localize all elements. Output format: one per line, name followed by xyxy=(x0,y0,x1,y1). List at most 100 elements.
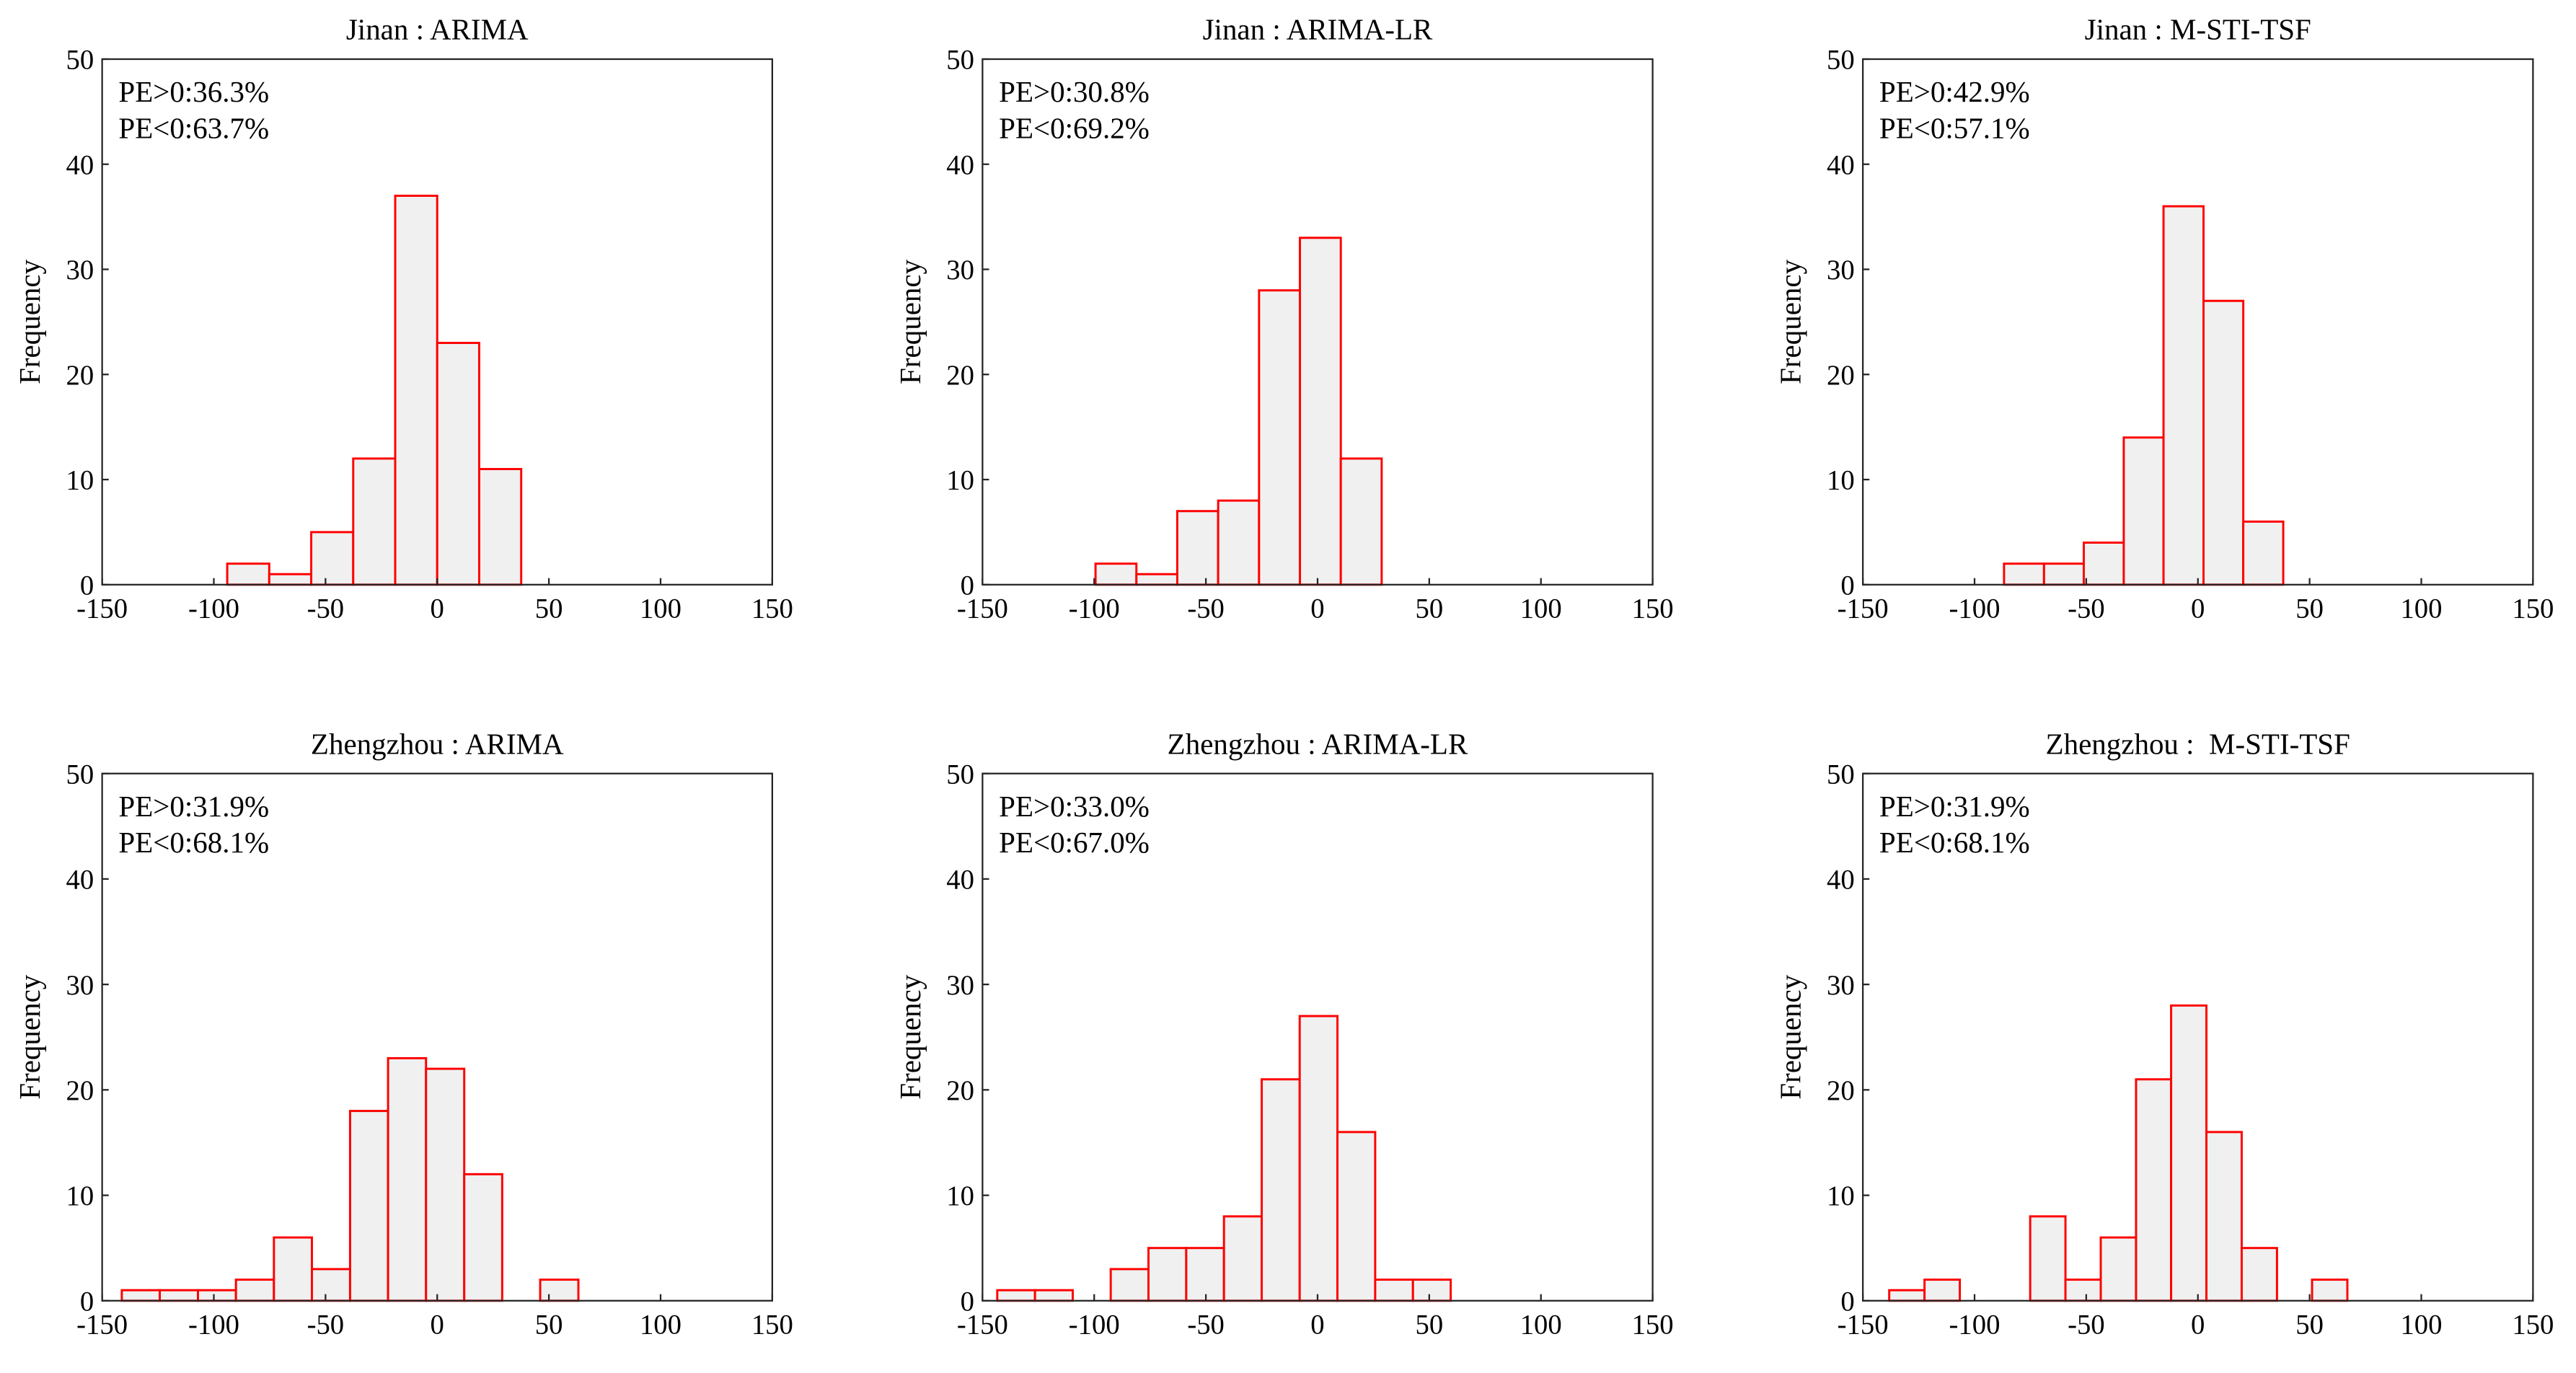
histogram-bar xyxy=(2202,299,2245,586)
histogram-bar xyxy=(1339,457,1383,586)
subplot-title: Zhengzhou : ARIMA xyxy=(311,727,564,760)
x-tick-label: 0 xyxy=(1310,593,1324,624)
y-tick-label: 40 xyxy=(1827,150,1855,180)
histogram-bar xyxy=(463,1173,503,1302)
subplot-title: Jinan : ARIMA xyxy=(346,13,529,46)
x-tick-label: 0 xyxy=(2191,1310,2205,1340)
x-tick-label: 100 xyxy=(640,593,682,624)
annotation: PE<0:68.1% xyxy=(118,826,269,859)
x-tick-label: 0 xyxy=(431,1310,444,1340)
y-tick-label: 10 xyxy=(946,466,974,496)
x-tick-label: -150 xyxy=(1838,1310,1889,1340)
histogram-bar xyxy=(425,1067,466,1302)
x-tick-label: -150 xyxy=(76,593,128,624)
x-tick-label: 150 xyxy=(751,593,793,624)
y-tick-label: 40 xyxy=(946,150,974,180)
y-tick-label: 0 xyxy=(80,1286,94,1317)
y-tick-label: 0 xyxy=(1840,570,1854,601)
histogram-bar xyxy=(2311,1279,2349,1302)
subplot: -150 -100 -50 0 50 100 150 0 10 20 30 40 50 Jinan : A… xyxy=(13,13,793,624)
histogram-bar xyxy=(348,1110,389,1302)
histogram-bar xyxy=(2162,205,2205,586)
x-tick-label: -50 xyxy=(307,593,345,624)
annotation: PE<0:63.7% xyxy=(118,111,269,144)
histogram-bar xyxy=(273,1236,313,1302)
x-tick-label: -100 xyxy=(1069,1310,1120,1340)
annotation: PE>0:30.8% xyxy=(999,75,1150,108)
histogram-bar xyxy=(120,1289,162,1302)
histogram-bar xyxy=(1261,1078,1301,1302)
y-tick-label: 20 xyxy=(1827,1076,1855,1106)
x-tick-label: -100 xyxy=(188,593,239,624)
histogram-bar xyxy=(996,1289,1036,1302)
y-tick-label: 50 xyxy=(1827,759,1855,790)
histogram-bar xyxy=(1374,1279,1414,1302)
subplot-title: Zhengzhou : M-STI-TSF xyxy=(2046,727,2350,760)
x-tick-label: 150 xyxy=(2512,593,2554,624)
x-tick-label: 50 xyxy=(2295,593,2324,624)
subplot-title: Jinan : M-STI-TSF xyxy=(2085,13,2311,46)
annotation: PE>0:36.3% xyxy=(118,75,269,108)
histogram-bar xyxy=(2135,1078,2173,1302)
histogram-bar xyxy=(477,467,523,586)
histogram-bar xyxy=(394,194,438,586)
histogram-bar xyxy=(310,531,355,586)
y-tick-label: 20 xyxy=(66,1076,94,1106)
y-tick-label: 50 xyxy=(66,759,94,790)
histogram-bar xyxy=(436,342,480,586)
histogram-bar xyxy=(1336,1131,1377,1302)
x-tick-label: 100 xyxy=(2400,1310,2442,1340)
histogram-bar xyxy=(1258,289,1302,586)
histogram-bar xyxy=(1033,1289,1074,1302)
x-tick-label: 0 xyxy=(1310,1310,1324,1340)
y-tick-label: 30 xyxy=(1827,971,1855,1001)
y-axis-label: Frequency xyxy=(1774,974,1807,1099)
x-tick-label: 100 xyxy=(1520,1310,1562,1340)
x-tick-label: -150 xyxy=(957,593,1008,624)
x-tick-label: 0 xyxy=(2191,593,2205,624)
x-tick-label: -50 xyxy=(1187,593,1225,624)
histogram-bar xyxy=(268,573,313,586)
x-tick-label: 50 xyxy=(2295,1310,2324,1340)
y-tick-label: 50 xyxy=(946,45,974,76)
y-tick-label: 30 xyxy=(946,255,974,286)
subplot: -150 -100 -50 0 50 100 150 0 10 20 30 40 50 Jinan : A… xyxy=(894,13,1674,624)
annotation: PE<0:57.1% xyxy=(1879,111,2030,144)
subplot: -150 -100 -50 0 50 100 150 0 10 20 30 40 50 Zhengzhou… xyxy=(894,727,1674,1340)
histogram-bar xyxy=(234,1279,275,1302)
y-axis-label: Frequency xyxy=(1774,259,1807,384)
y-tick-label: 50 xyxy=(946,759,974,790)
y-tick-label: 30 xyxy=(946,971,974,1001)
annotation: PE>0:31.9% xyxy=(118,790,269,823)
x-tick-label: 0 xyxy=(431,593,444,624)
subplot-title: Zhengzhou : ARIMA-LR xyxy=(1168,727,1468,760)
y-tick-label: 10 xyxy=(1827,466,1855,496)
y-tick-label: 20 xyxy=(946,1076,974,1106)
x-tick-label: 150 xyxy=(1632,593,1674,624)
histogram-bar xyxy=(197,1289,237,1302)
y-tick-label: 10 xyxy=(66,466,94,496)
histogram-bar xyxy=(159,1289,199,1302)
y-tick-label: 50 xyxy=(1827,45,1855,76)
subplot: -150 -100 -50 0 50 100 150 0 10 20 30 40 50 Zhengzhou… xyxy=(1774,727,2554,1340)
y-tick-label: 30 xyxy=(66,255,94,286)
histogram-bar xyxy=(2170,1004,2207,1302)
annotation: PE<0:67.0% xyxy=(999,826,1150,859)
y-tick-label: 0 xyxy=(80,570,94,601)
y-tick-label: 30 xyxy=(66,971,94,1001)
y-tick-label: 40 xyxy=(1827,865,1855,896)
histogram-bar xyxy=(1222,1215,1263,1302)
histogram-bar xyxy=(2240,1247,2278,1302)
histogram-bar xyxy=(539,1279,580,1302)
y-tick-label: 0 xyxy=(961,1286,974,1317)
y-axis-label: Frequency xyxy=(894,259,927,384)
y-tick-label: 40 xyxy=(946,865,974,896)
x-tick-label: -50 xyxy=(307,1310,345,1340)
y-axis-label: Frequency xyxy=(13,259,46,384)
x-tick-label: 50 xyxy=(1416,593,1444,624)
histogram-bar xyxy=(1147,1247,1188,1302)
histogram-bar xyxy=(1094,562,1138,586)
histogram-bar xyxy=(352,457,397,586)
histogram-bar xyxy=(226,562,270,586)
